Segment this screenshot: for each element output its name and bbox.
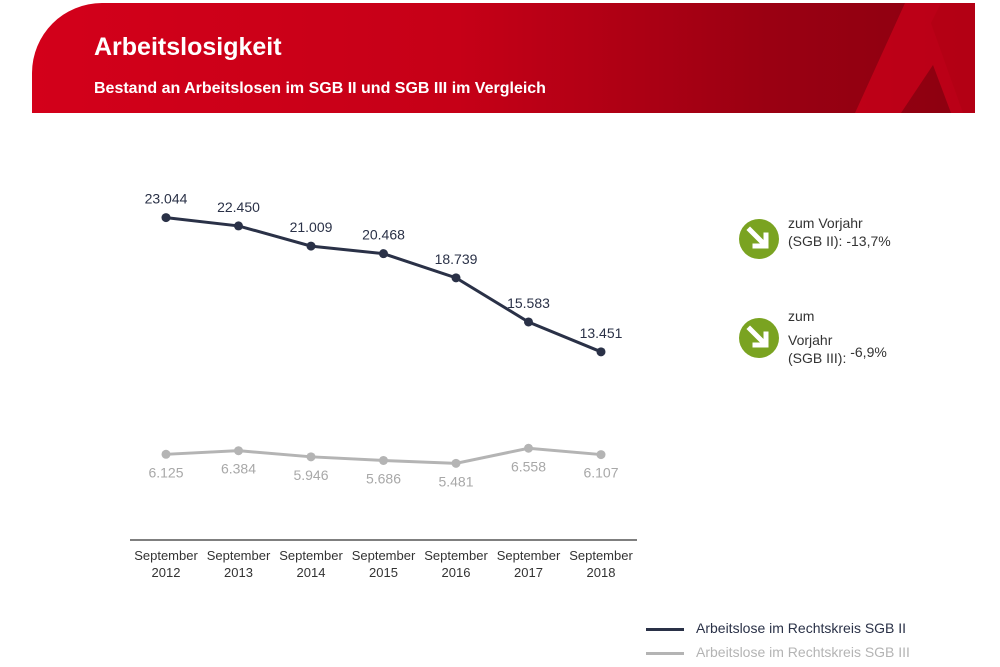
data-label: 23.044 [145,191,188,207]
data-label: 13.451 [580,325,623,341]
data-point [161,213,171,223]
x-tick-label: September 2013 [207,548,271,580]
data-label: 6.125 [148,464,183,480]
legend-swatch [646,651,684,655]
data-point [524,443,533,453]
data-point [306,452,316,462]
x-tick-label: September 2017 [497,548,561,580]
note-sgb3: zum Vorjahr (SGB III): -6,9% [788,307,887,367]
page-title: Arbeitslosigkeit [94,33,282,61]
legend-label: Arbeitslose im Rechtskreis SGB III [696,644,910,660]
data-label: 6.384 [221,461,256,477]
x-tick-label: September 2014 [279,548,343,580]
x-tick-label: September 2015 [352,548,416,580]
legend-label: Arbeitslose im Rechtskreis SGB II [696,620,907,636]
data-label: 6.558 [511,458,546,474]
note-label: (SGB III): [788,350,847,366]
data-point [379,455,388,465]
x-tick-label: September 2018 [569,548,633,580]
note-sgb2: zum Vorjahr (SGB II): -13,7% [788,214,891,250]
data-label: 20.468 [362,227,405,243]
data-point [451,273,461,283]
note-label: zum [788,308,815,324]
data-point [306,241,316,251]
data-label: 5.481 [438,473,473,489]
data-label: 15.583 [507,295,550,311]
data-label: 5.946 [293,467,328,483]
note-value: -13,7% [846,233,891,249]
note-value: -6,9% [850,344,887,360]
data-label: 21.009 [290,219,333,235]
data-point [524,317,533,327]
agency-logo [855,3,975,113]
note-label: zum Vorjahr [788,215,863,231]
x-tick-label: September 2012 [134,548,198,580]
data-point [234,221,243,231]
data-point [451,458,461,468]
data-label: 6.107 [583,465,618,481]
data-point [234,446,243,456]
arrow-down-right-icon [739,318,779,358]
data-point [596,450,606,460]
data-point [379,249,388,259]
data-point [161,449,171,459]
data-label: 5.686 [366,470,401,486]
legend-item-sgb3: Arbeitslose im Rechtskreis SGB III [646,644,910,660]
data-label: 22.450 [217,199,260,215]
legend-swatch [646,627,684,631]
arrow-down-right-icon [739,219,779,259]
page-subtitle: Bestand an Arbeitslosen im SGB II und SG… [94,80,546,97]
data-label: 18.739 [435,251,478,267]
note-label: (SGB II): [788,233,843,249]
x-tick-label: September 2016 [424,548,488,580]
header-banner: Arbeitslosigkeit Bestand an Arbeitslosen… [32,3,975,113]
note-label: Vorjahr [788,332,833,348]
legend-item-sgb2: Arbeitslose im Rechtskreis SGB II [646,620,906,636]
data-point [596,347,606,357]
